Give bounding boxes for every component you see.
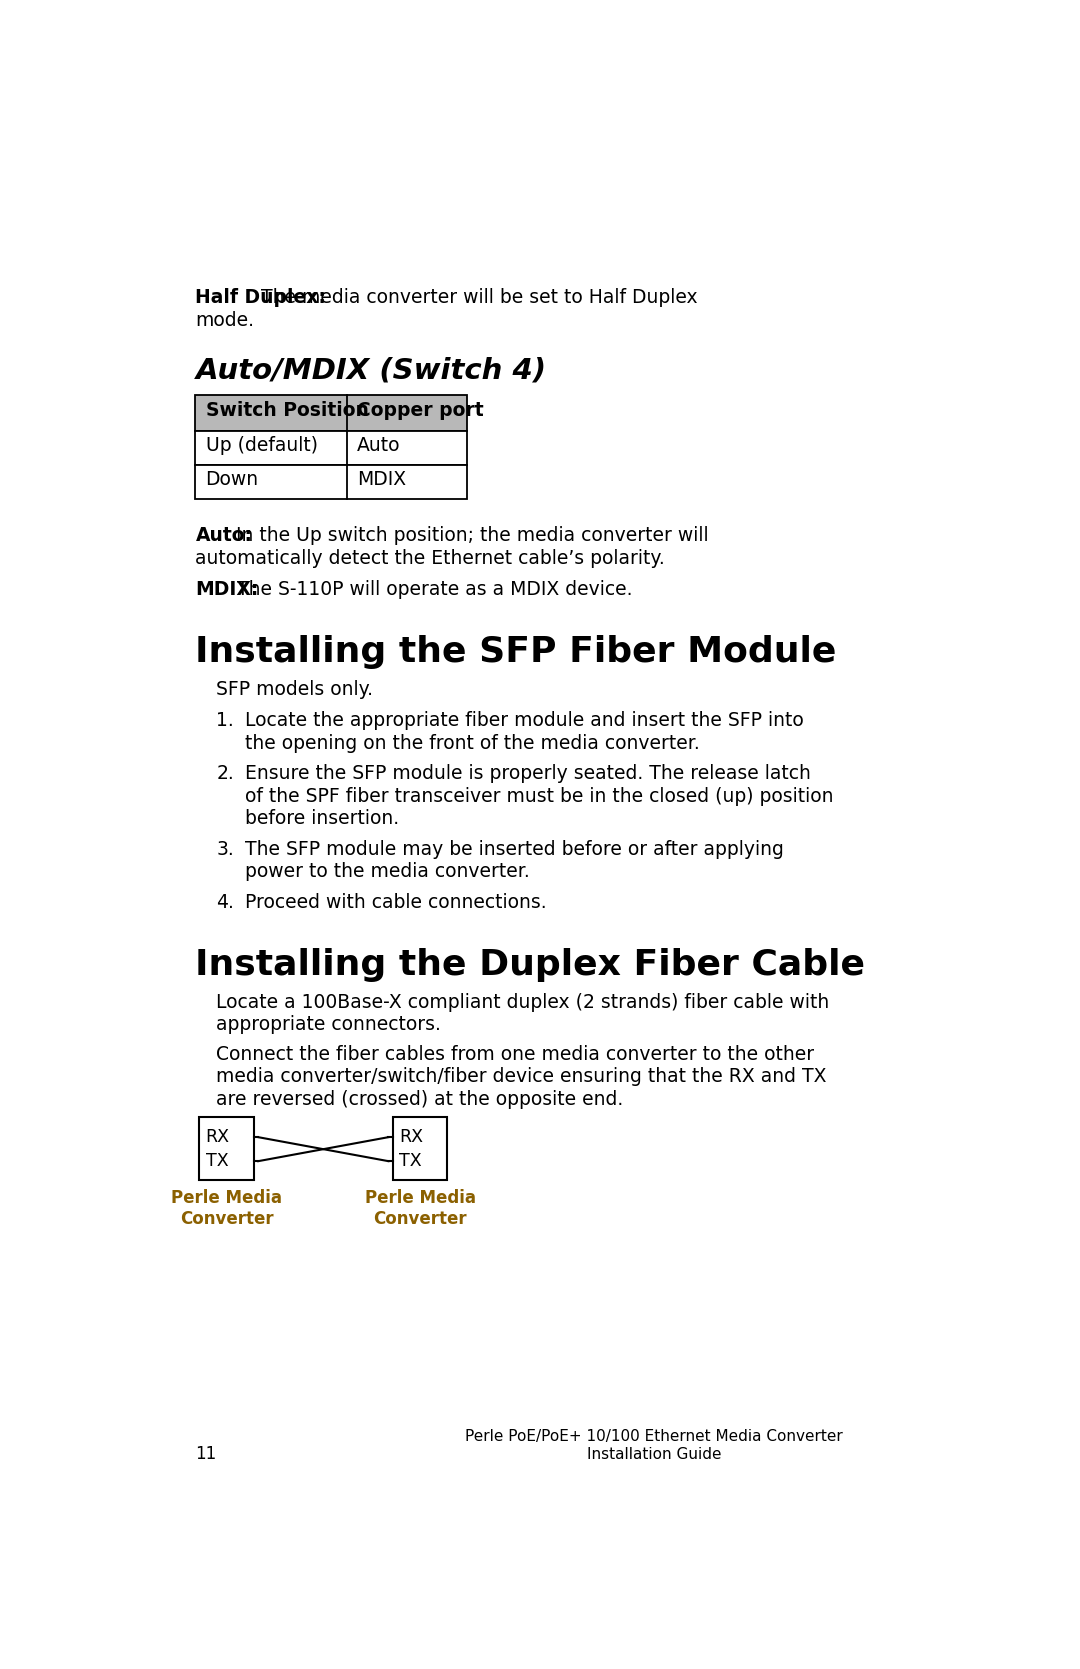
Bar bbox=[195, 396, 467, 431]
Text: Locate a 100Base-X compliant duplex (2 strands) fiber cable with: Locate a 100Base-X compliant duplex (2 s… bbox=[216, 993, 829, 1011]
Text: Installing the SFP Fiber Module: Installing the SFP Fiber Module bbox=[195, 636, 837, 669]
Text: RX: RX bbox=[400, 1128, 423, 1147]
Text: Perle Media
Converter: Perle Media Converter bbox=[171, 1190, 282, 1228]
Text: media converter/switch/fiber device ensuring that the RX and TX: media converter/switch/fiber device ensu… bbox=[216, 1066, 827, 1087]
Text: SFP models only.: SFP models only. bbox=[216, 679, 374, 699]
Text: automatically detect the Ethernet cable’s polarity.: automatically detect the Ethernet cable’… bbox=[195, 549, 665, 567]
Text: Auto:: Auto: bbox=[195, 526, 253, 546]
Text: of the SPF fiber transceiver must be in the closed (up) position: of the SPF fiber transceiver must be in … bbox=[245, 786, 834, 806]
Text: Half Duplex:: Half Duplex: bbox=[195, 289, 326, 307]
Text: Auto: Auto bbox=[356, 436, 401, 456]
Text: In the Up switch position; the media converter will: In the Up switch position; the media con… bbox=[235, 526, 708, 546]
Text: 4.: 4. bbox=[216, 893, 234, 911]
Text: TX: TX bbox=[205, 1152, 228, 1170]
Bar bbox=[195, 464, 467, 499]
Text: 2.: 2. bbox=[216, 764, 234, 783]
Text: 1.: 1. bbox=[216, 711, 234, 729]
Text: The media converter will be set to Half Duplex: The media converter will be set to Half … bbox=[261, 289, 698, 307]
Text: Perle PoE/PoE+ 10/100 Ethernet Media Converter: Perle PoE/PoE+ 10/100 Ethernet Media Con… bbox=[465, 1429, 842, 1444]
Text: MDIX:: MDIX: bbox=[195, 579, 259, 599]
Text: Connect the fiber cables from one media converter to the other: Connect the fiber cables from one media … bbox=[216, 1045, 814, 1063]
Text: 11: 11 bbox=[195, 1445, 217, 1464]
Text: Locate the appropriate fiber module and insert the SFP into: Locate the appropriate fiber module and … bbox=[245, 711, 804, 729]
Text: are reversed (crossed) at the opposite end.: are reversed (crossed) at the opposite e… bbox=[216, 1090, 623, 1108]
Bar bbox=[200, 1117, 254, 1180]
Text: the opening on the front of the media converter.: the opening on the front of the media co… bbox=[245, 733, 700, 753]
Text: Switch Position: Switch Position bbox=[205, 401, 368, 421]
Text: before insertion.: before insertion. bbox=[245, 809, 400, 828]
Text: Perle Media
Converter: Perle Media Converter bbox=[365, 1190, 475, 1228]
Text: Proceed with cable connections.: Proceed with cable connections. bbox=[245, 893, 546, 911]
Text: MDIX: MDIX bbox=[356, 471, 406, 489]
Text: 3.: 3. bbox=[216, 840, 234, 860]
Text: appropriate connectors.: appropriate connectors. bbox=[216, 1015, 442, 1035]
Text: RX: RX bbox=[205, 1128, 230, 1147]
Text: The S-110P will operate as a MDIX device.: The S-110P will operate as a MDIX device… bbox=[238, 579, 633, 599]
Bar bbox=[195, 431, 467, 464]
Text: Ensure the SFP module is properly seated. The release latch: Ensure the SFP module is properly seated… bbox=[245, 764, 811, 783]
Text: Down: Down bbox=[205, 471, 258, 489]
Text: Installation Guide: Installation Guide bbox=[586, 1447, 721, 1462]
Bar bbox=[393, 1117, 447, 1180]
Text: power to the media converter.: power to the media converter. bbox=[245, 863, 530, 881]
Text: Copper port: Copper port bbox=[356, 401, 483, 421]
Text: Up (default): Up (default) bbox=[205, 436, 318, 456]
Text: TX: TX bbox=[400, 1152, 422, 1170]
Text: mode.: mode. bbox=[195, 310, 255, 330]
Text: Installing the Duplex Fiber Cable: Installing the Duplex Fiber Cable bbox=[195, 948, 865, 981]
Text: Auto/MDIX (Switch 4): Auto/MDIX (Switch 4) bbox=[195, 357, 546, 386]
Text: The SFP module may be inserted before or after applying: The SFP module may be inserted before or… bbox=[245, 840, 784, 860]
